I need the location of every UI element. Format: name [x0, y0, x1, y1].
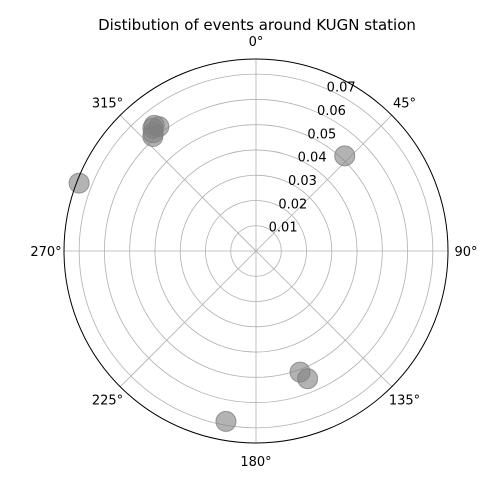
r-tick-label-4: 0.05	[307, 127, 336, 142]
radial-gridline-6	[78, 73, 434, 429]
r-tick-label-0: 0.01	[269, 221, 298, 236]
angular-gridline-1	[255, 114, 393, 252]
theta-tick-label-0: 0°	[249, 35, 264, 50]
chart-title: Distibution of events around KUGN statio…	[98, 16, 416, 34]
r-tick-label-3: 0.04	[298, 151, 327, 166]
polar-grid	[64, 59, 448, 443]
data-point-5	[142, 125, 164, 147]
angular-gridline-7	[119, 114, 257, 252]
theta-tick-label-5: 225°	[92, 393, 123, 408]
theta-tick-label-7: 315°	[92, 97, 123, 112]
r-tick-label-1: 0.02	[278, 197, 307, 212]
r-tick-label-6: 0.07	[327, 81, 356, 96]
radial-gridline-1	[205, 200, 307, 302]
theta-tick-label-2: 90°	[454, 245, 477, 260]
polar-frame	[63, 58, 449, 444]
data-point-9	[215, 410, 237, 432]
radial-gridline-3	[154, 149, 358, 353]
radial-tick-labels: 0.01 0.02 0.03 0.04 0.05 0.06 0.07	[269, 81, 356, 236]
data-point-8	[289, 361, 311, 383]
theta-tick-label-3: 135°	[389, 393, 420, 408]
angular-gridline-5	[119, 250, 257, 388]
theta-tick-label-6: 270°	[30, 245, 61, 260]
theta-tick-label-4: 180°	[240, 455, 271, 470]
radial-gridline-0	[230, 225, 282, 277]
r-tick-label-5: 0.06	[317, 104, 346, 119]
data-point-0	[334, 145, 356, 167]
radial-gridline-5	[104, 99, 408, 403]
radial-gridline-2	[179, 174, 333, 328]
angular-tick-labels: 0° 45° 90° 135° 180° 225° 270° 315°	[30, 35, 477, 470]
r-tick-label-2: 0.03	[288, 174, 317, 189]
radial-gridline-4	[129, 124, 383, 378]
theta-tick-label-1: 45°	[393, 97, 416, 112]
angular-gridline-3	[255, 250, 393, 388]
